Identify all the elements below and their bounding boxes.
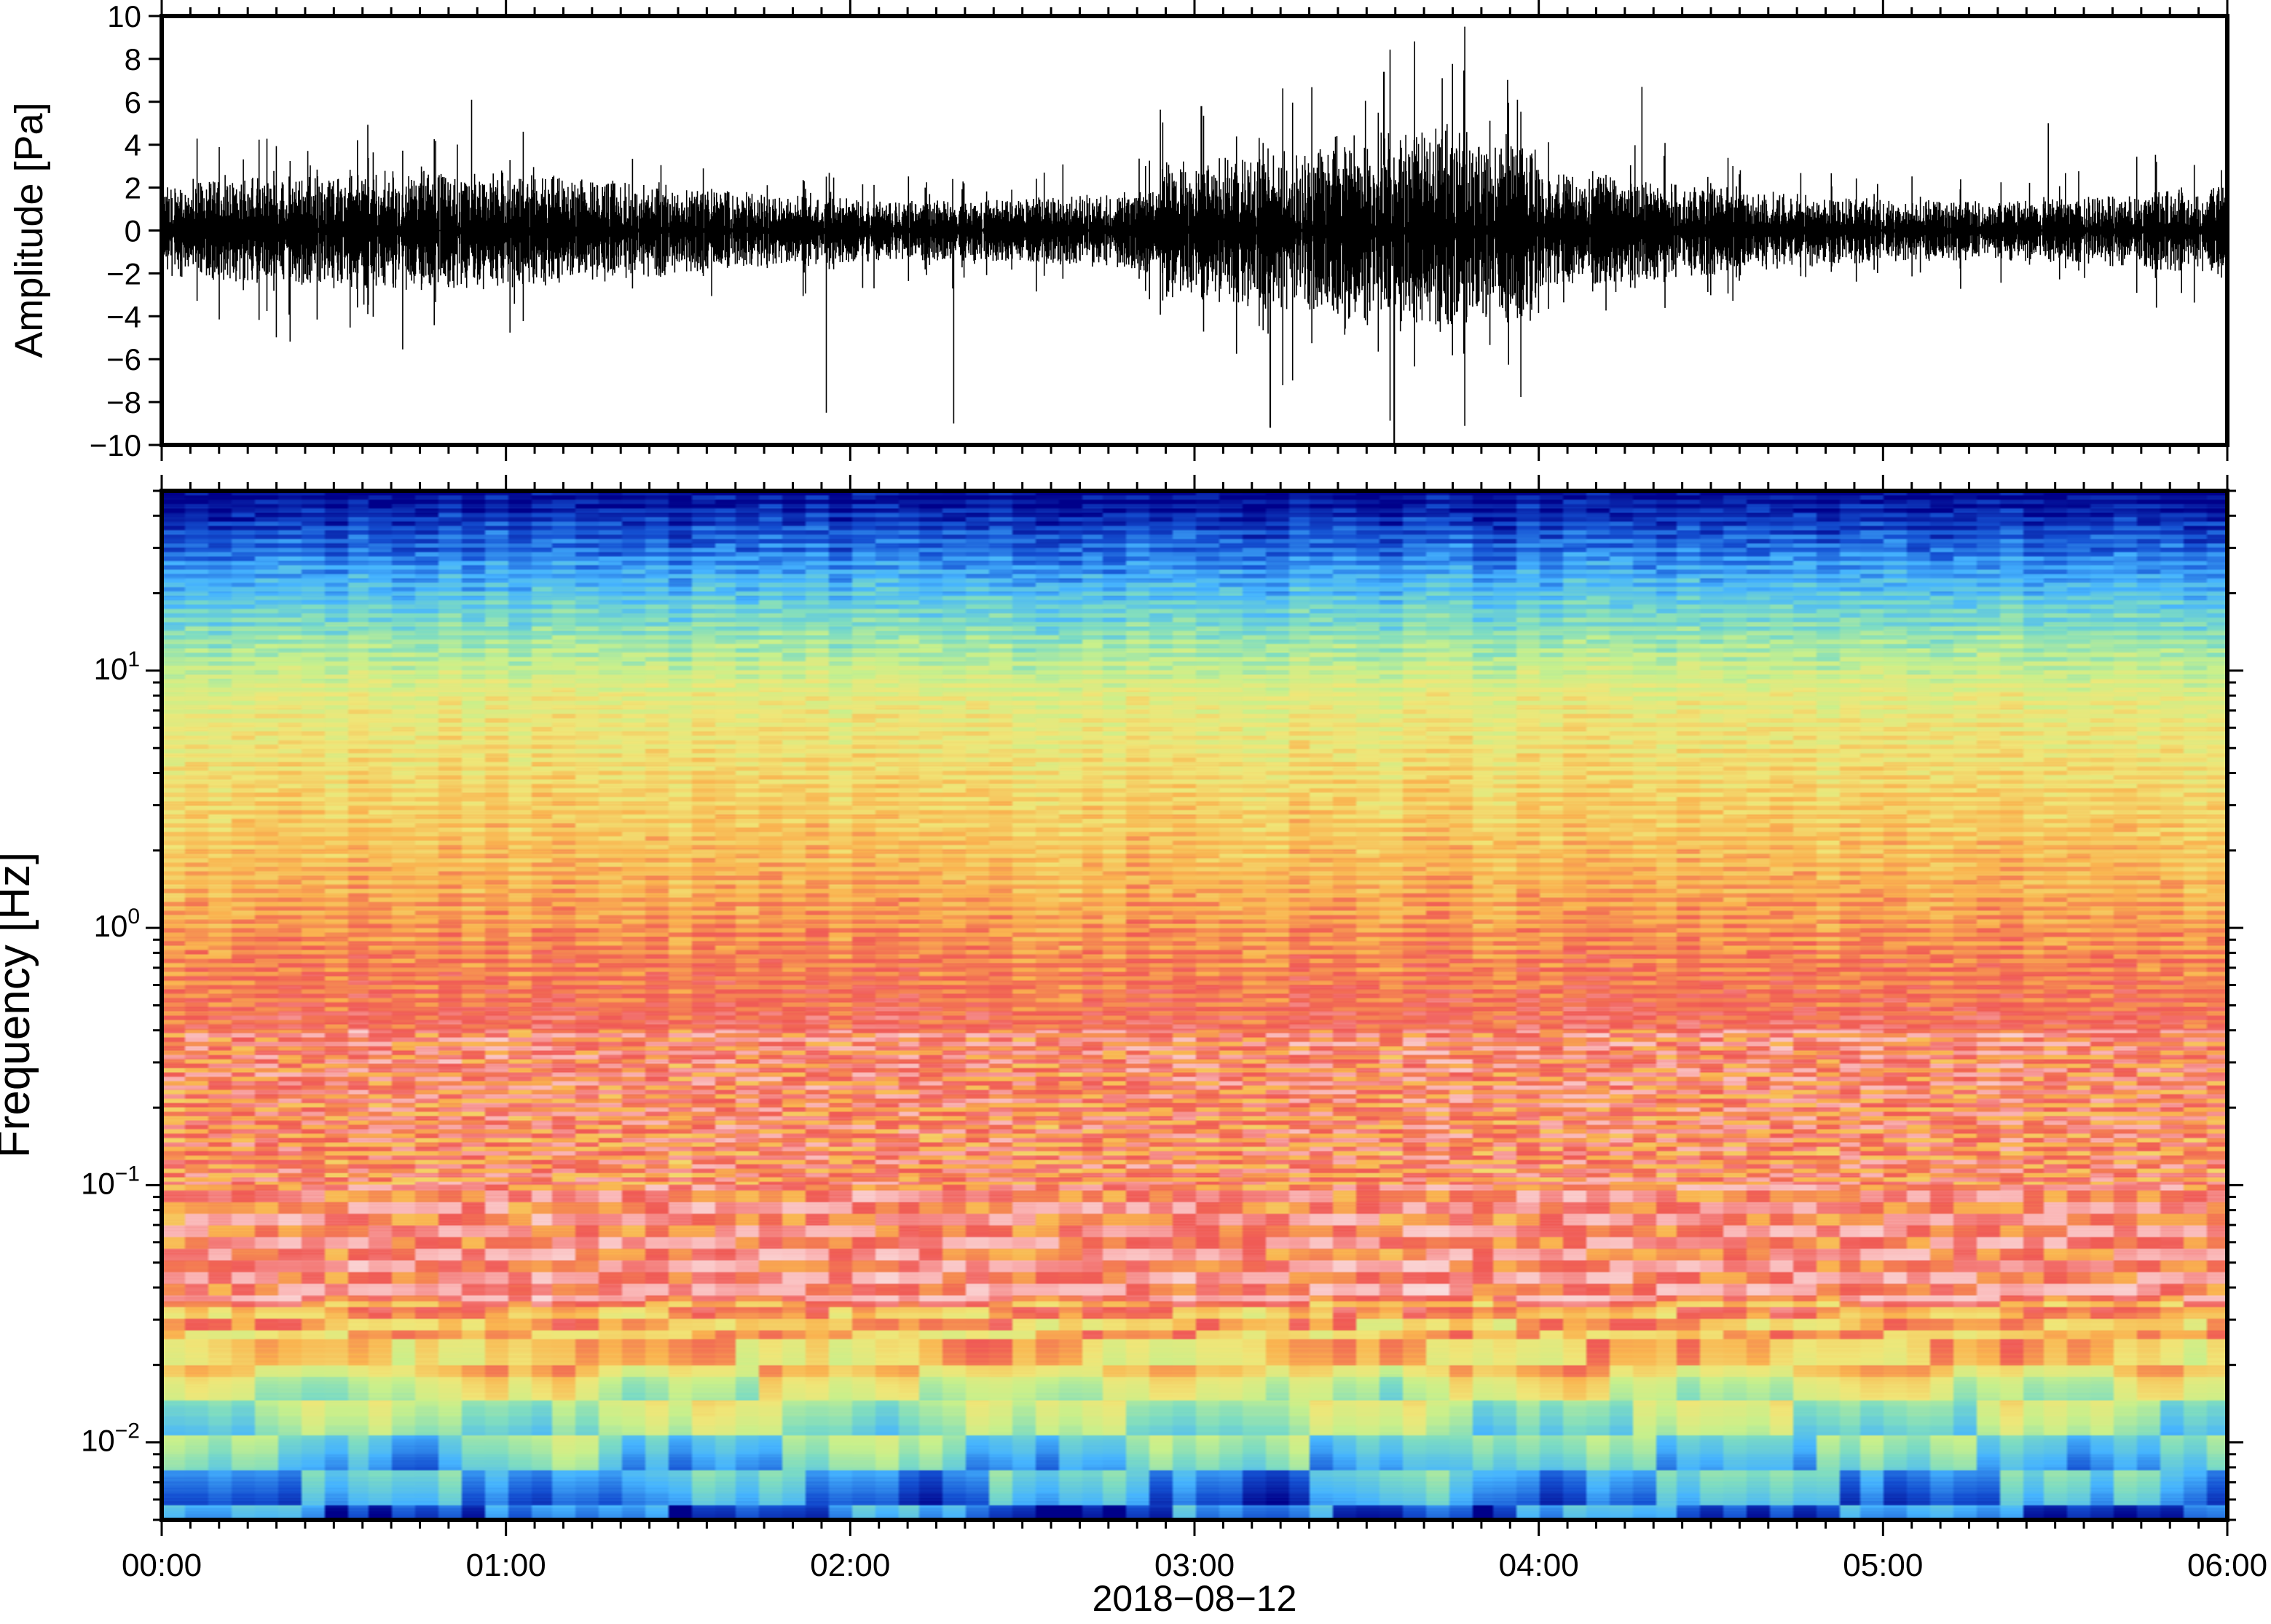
- waveform-y-tick-label: 2: [125, 171, 141, 205]
- x-tick-label: 06:00: [2187, 1548, 2267, 1583]
- waveform-y-tick-labels: −10 −8 −6 −4 −2 0 2 4 6 8 10: [90, 0, 141, 462]
- waveform-trace: [161, 26, 2228, 445]
- spectrogram-y-tick-label: 10−2: [81, 1419, 140, 1458]
- waveform-x-ticks: [160, 0, 2229, 461]
- spectrogram-panel: 10−2 10−1 100 101 Frequency [Hz]: [0, 475, 2243, 1536]
- waveform-y-tick-label: −6: [106, 342, 141, 377]
- spectrogram-x-ticks: [160, 475, 2229, 1536]
- spectrogram-y-ticks: [146, 489, 2243, 1521]
- x-tick-label: 04:00: [1499, 1548, 1579, 1583]
- waveform-y-tick-label: 6: [125, 85, 141, 119]
- waveform-y-tick-label: −10: [90, 428, 141, 462]
- x-tick-label: 00:00: [122, 1548, 202, 1583]
- waveform-y-tick-label: 10: [107, 0, 141, 33]
- waveform-panel: −10 −8 −6 −4 −2 0 2 4 6 8 10 Amplitude [Pa]: [7, 0, 2229, 462]
- x-axis-title: 2018−08−12: [1093, 1578, 1297, 1619]
- spectrogram-heatmap: [162, 491, 2227, 1520]
- spectrogram-y-tick-label: 101: [94, 647, 140, 686]
- x-tick-label: 03:00: [1154, 1548, 1235, 1583]
- spectrogram-y-tick-label: 10−1: [81, 1162, 140, 1200]
- x-tick-label: 01:00: [466, 1548, 546, 1583]
- spectrogram-y-tick-labels: 10−2 10−1 100 101: [81, 647, 140, 1458]
- x-axis-tick-labels: 00:00 01:00 02:00 03:00 04:00 05:00 06:00: [122, 1548, 2267, 1583]
- x-tick-label: 02:00: [810, 1548, 890, 1583]
- waveform-y-tick-label: −4: [106, 299, 141, 334]
- waveform-y-tick-label: 8: [125, 42, 141, 76]
- waveform-y-tick-label: 4: [125, 128, 141, 162]
- spectrogram-y-axis-title: Frequency [Hz]: [0, 852, 39, 1158]
- x-tick-label: 05:00: [1843, 1548, 1923, 1583]
- waveform-y-tick-label: −8: [106, 385, 141, 419]
- waveform-y-tick-label: −2: [106, 256, 141, 291]
- waveform-y-tick-label: 0: [125, 214, 141, 248]
- waveform-y-axis-title: Amplitude [Pa]: [7, 102, 51, 358]
- spectrogram-y-tick-label: 100: [94, 904, 140, 943]
